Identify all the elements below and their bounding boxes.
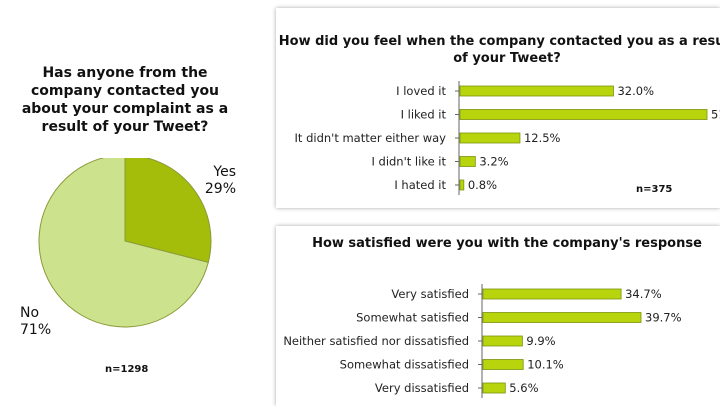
feeling-value-label: 0.8% <box>468 178 497 192</box>
pie-label-yes: Yes 29% <box>200 164 236 198</box>
pie-label-no-name: No <box>20 305 40 321</box>
feeling-bar <box>459 132 521 144</box>
pie-label-yes-value: 29% <box>204 181 236 197</box>
satisfaction-category-label: Somewhat satisfied <box>356 311 469 325</box>
feeling-category-label: I loved it <box>396 84 446 98</box>
satisfaction-value-label: 9.9% <box>526 334 555 348</box>
pie-slice-no <box>38 158 209 328</box>
satisfaction-bar <box>482 359 524 370</box>
feeling-category-label: I hated it <box>394 178 446 192</box>
satisfaction-bar <box>482 335 523 347</box>
feeling-bar <box>459 85 614 97</box>
feeling-value-label: 32.0% <box>617 84 654 98</box>
satisfaction-value-label: 34.7% <box>625 287 662 301</box>
feeling-category-label: I liked it <box>401 108 447 122</box>
pie-chart <box>38 158 212 328</box>
pie-label-yes-name: Yes <box>213 164 236 180</box>
pie-chart-title: Has anyone from the company contacted yo… <box>21 65 229 135</box>
satisfaction-chart-panel: How satisfied were you with the company'… <box>276 226 720 406</box>
feeling-bar <box>459 179 465 191</box>
feeling-category-label: I didn't like it <box>371 155 446 169</box>
satisfaction-bar <box>482 312 642 323</box>
satisfaction-value-label: 39.7% <box>645 311 682 325</box>
satisfaction-bar-chart: Very satisfied 34.7% Somewhat satisfied 39.… <box>283 284 682 398</box>
satisfaction-value-label: 5.6% <box>509 381 538 395</box>
satisfaction-chart-title: How satisfied were you with the company'… <box>312 236 702 251</box>
satisfaction-bar <box>482 288 622 300</box>
satisfaction-bar <box>482 382 506 394</box>
feeling-category-label: It didn't matter either way <box>295 131 447 145</box>
feeling-bar <box>459 156 476 167</box>
pie-sample-size: n=1298 <box>105 364 149 375</box>
satisfaction-category-label: Very satisfied <box>391 287 469 301</box>
pie-slice-yes <box>124 158 212 263</box>
pie-label-no-value: 71% <box>20 322 52 338</box>
feeling-value-label: 51.5% <box>711 108 720 122</box>
feeling-sample-size: n=375 <box>636 184 673 195</box>
feeling-bar-chart: I loved it 32.0% I liked it 51.5% It didn't … <box>295 81 720 195</box>
satisfaction-category-label: Very dissatisfied <box>375 381 469 395</box>
satisfaction-category-label: Somewhat dissatisfied <box>340 358 469 372</box>
feeling-value-label: 12.5% <box>524 131 561 145</box>
feeling-chart-title: How did you feel when the company contac… <box>278 34 720 66</box>
feeling-value-label: 3.2% <box>479 155 508 169</box>
feeling-bar <box>459 109 708 120</box>
pie-label-no: No 71% <box>20 305 60 339</box>
satisfaction-value-label: 10.1% <box>527 358 564 372</box>
feeling-chart-panel: How did you feel when the company contac… <box>276 8 720 208</box>
satisfaction-category-label: Neither satisfied nor dissatisfied <box>283 334 469 348</box>
